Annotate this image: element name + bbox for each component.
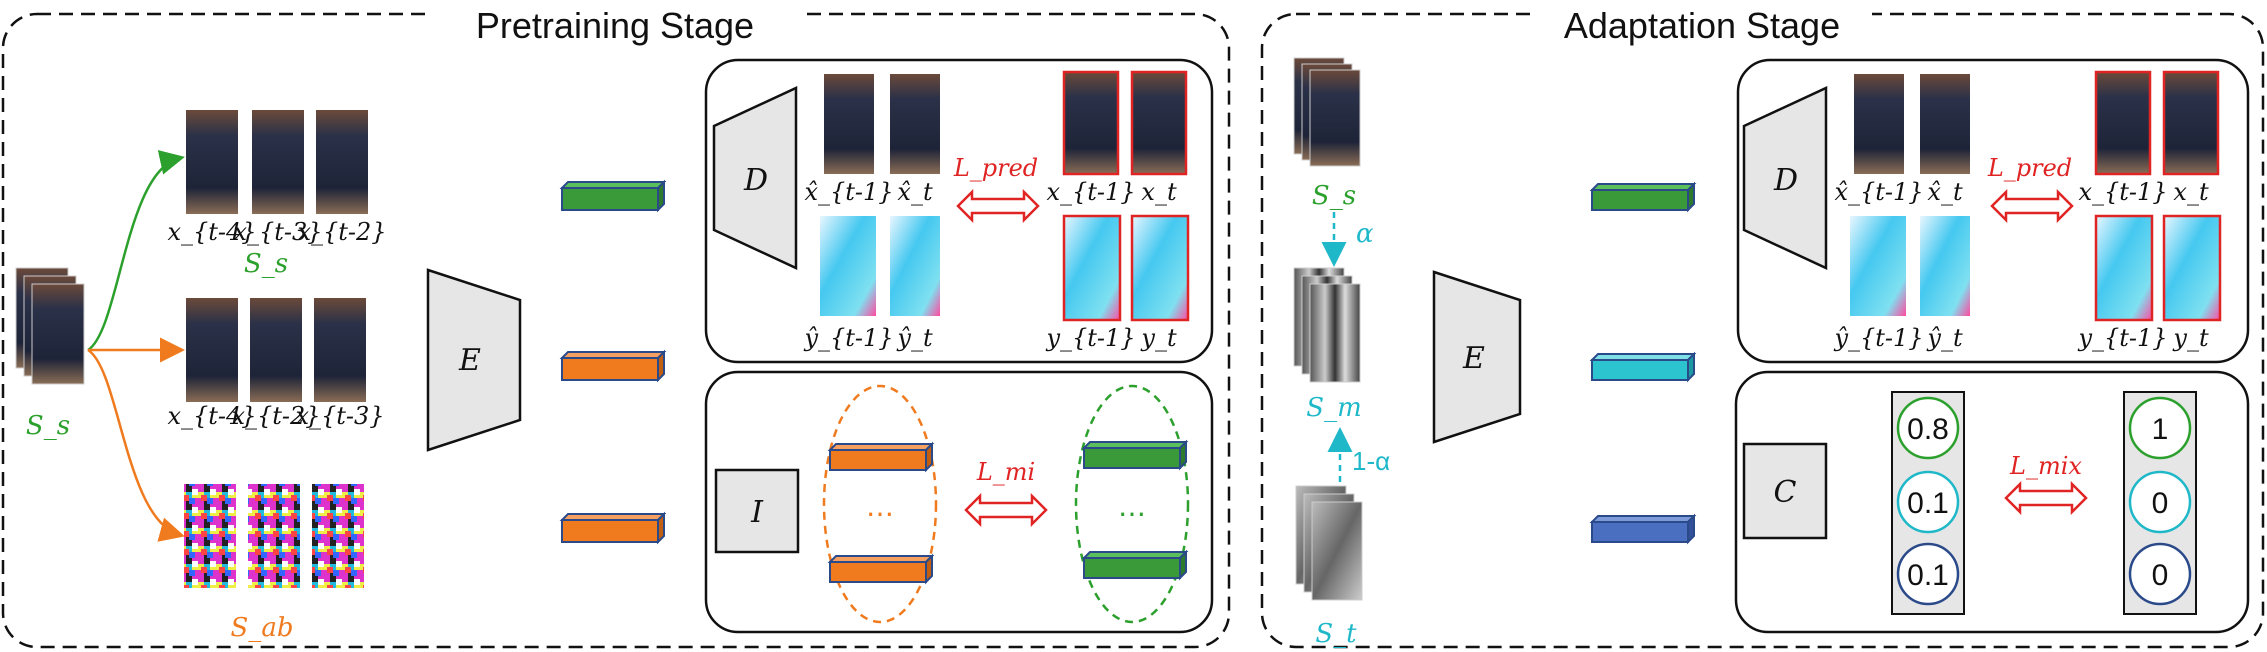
feature-cyan-adapt [1589,351,1697,383]
loss-mix-arrow [2004,480,2088,516]
flow-label-adapt-3: y_t [2172,324,2209,352]
pred-label-pre-2: x_{t-1} [1046,178,1135,206]
pred-prob-0: 0.8 [1907,413,1949,446]
pred-label-pre-3: x_t [1141,178,1177,206]
pred-prob-circle-1 [1896,470,1960,534]
pretraining-title: Pretraining Stage [476,5,754,46]
orange-cluster [822,384,938,624]
pretraining-stage: Pretraining Stage S_s x_{t-4} x_{t-3} x_… [1,0,1231,649]
source-label-green: S_s [244,249,288,279]
decoder-D-adapt [1742,86,1828,270]
loss-pred-pre-arrow [956,188,1040,224]
row2-label-0: x_{t-4} [167,402,256,430]
pred-prob-circle-2 [1896,542,1960,606]
flow-label-pre-2: y_{t-1} [1045,324,1135,352]
encoder-E-adapt [1432,270,1522,444]
feature-green-pre [559,179,667,213]
row3-noise-frames [184,484,364,588]
mixed-label: S_m [1306,393,1361,423]
loss-pred-adapt: L_pred [1987,154,2072,182]
mi-module-I [714,468,800,554]
target-prob-0: 1 [2152,413,2169,446]
target-prob-1: 0 [2152,487,2169,520]
pred-frames-adapt [1854,70,2220,176]
target-prob-circle-2 [2128,542,2192,606]
mi-panel-pre [704,370,1214,634]
decoder-D-adapt-label: D [1773,163,1798,198]
loss-mi-arrow [964,492,1048,528]
flow-label-pre-3: y_t [1140,324,1177,352]
dots-orange: … [866,490,894,523]
adapt-source-stack [1293,57,1361,167]
encoder-E-pre [426,268,522,452]
feature-orange-pre-1 [559,349,667,383]
pred-label-adapt-0: x̂_{t-1} [1834,178,1923,206]
row2-label-2: x_{t-3} [295,402,384,430]
feature-blue-adapt [1589,513,1697,545]
decoder-D-pre [712,86,798,270]
pred-prob-1: 0.1 [1907,487,1949,520]
flow-frames-pre [820,214,1190,322]
encoder-E-pre-label: E [458,343,481,378]
flow-label-adapt-0: ŷ_{t-1} [1833,324,1923,352]
row2-label-1: x_{t-2} [231,402,320,430]
row1-label-1: x_{t-3} [233,218,322,246]
dots-green: … [1118,490,1146,523]
loss-mix: L_mix [2009,452,2082,480]
row1-label-0: x_{t-4} [167,218,256,246]
pred-label-adapt-3: x_t [2173,178,2209,206]
one-minus-alpha-label: 1-α [1352,446,1390,476]
pred-label-pre-1: x̂_t [897,178,933,206]
target-prob-2: 0 [2152,559,2169,592]
feature-green-adapt [1589,181,1697,213]
flow-frames-adapt [1850,214,2222,322]
adapt-source-label: S_s [1312,181,1356,211]
alpha-label: α [1356,219,1374,249]
cluster-orange-bottom [827,553,935,585]
feature-orange-pre-2 [559,511,667,545]
cluster-green-bottom [1081,549,1189,581]
pred-prob-circle-0 [1896,396,1960,460]
row1-label-2: x_{t-2} [297,218,386,246]
flow-label-adapt-1: ŷ_t [1926,324,1963,352]
target-prob-circle-1 [2128,470,2192,534]
pred-frames-pre [824,70,1188,176]
row2-frames [186,298,366,402]
target-stack [1295,485,1363,601]
loss-mi: L_mi [976,458,1035,486]
source-label-left: S_s [26,411,70,441]
pred-prob-2: 0.1 [1907,559,1949,592]
arrow-to-row3 [87,348,185,542]
abnormal-label: S_ab [231,613,294,643]
row1-frames [186,110,368,214]
target-label: S_t [1315,619,1357,649]
loss-pred-pre: L_pred [953,154,1038,182]
classifier-C [1742,442,1828,540]
adaptation-title: Adaptation Stage [1564,5,1840,46]
flow-label-adapt-2: y_{t-1} [2077,324,2167,352]
cluster-green-top [1081,439,1189,471]
decoder-panel-pre [704,58,1214,364]
arrow-to-row1 [87,150,185,352]
pred-label-adapt-2: x_{t-1} [2078,178,2167,206]
pred-label-pre-0: x̂_{t-1} [804,178,893,206]
flow-label-pre-0: ŷ_{t-1} [803,324,893,352]
decoder-D-pre-label: D [743,163,768,198]
cluster-orange-top [827,441,935,473]
encoder-E-adapt-label: E [1462,341,1485,376]
adaptation-stage: Adaptation Stage S_s α S_m 1-α S_t E [1260,0,2265,649]
decoder-panel-adapt [1736,58,2250,364]
mi-module-I-label: I [750,495,764,530]
green-cluster [1074,384,1190,624]
classifier-panel [1734,370,2250,634]
loss-pred-adapt-arrow [1990,188,2074,224]
pred-label-adapt-1: x̂_t [1927,178,1963,206]
classifier-C-label: C [1774,475,1797,510]
source-input-stack [15,267,85,385]
mixed-stack [1293,267,1361,383]
target-prob-circle-0 [2128,396,2192,460]
flow-label-pre-1: ŷ_t [896,324,933,352]
